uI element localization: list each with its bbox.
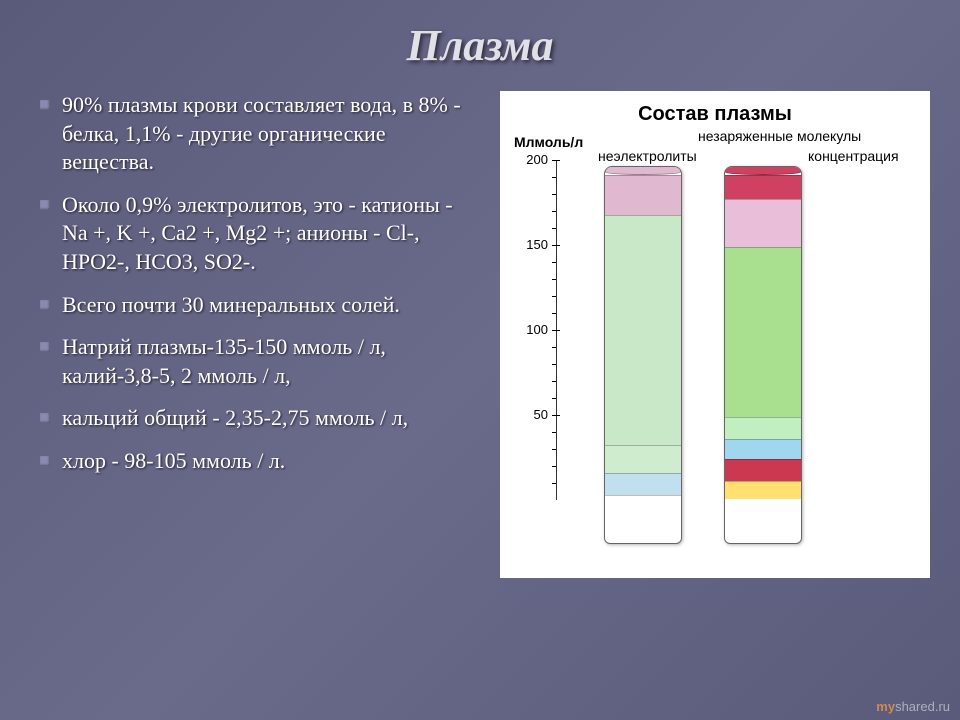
segment-na: Na+135-150 xyxy=(605,215,681,445)
scale-tick: 150 xyxy=(512,237,548,252)
diagram-title: Состав плазмы xyxy=(508,103,922,126)
cylinder-label: анионы xyxy=(725,543,801,544)
watermark: myshared.ru xyxy=(876,699,950,714)
watermark-left: my xyxy=(876,699,895,714)
content-area: 90% плазмы крови составляет вода, в 8% -… xyxy=(0,71,960,588)
y-scale: 50100150200 xyxy=(512,160,552,500)
y-axis-label: Млмоль/л xyxy=(514,134,583,150)
label-nonelectrolytes: неэлектролиты xyxy=(598,148,697,164)
label-concentration: концентрация xyxy=(808,148,899,164)
bullet-item: кальций общий - 2,35-2,75 ммоль / л, xyxy=(40,404,480,433)
segment-ca: Ca2+2,35-2,75 xyxy=(605,473,681,495)
bullet-item: Натрий плазмы-135-150 ммоль / л, калий-3… xyxy=(40,333,480,390)
bullet-item: Около 0,9% электролитов, это - катионы -… xyxy=(40,191,480,277)
scale-tick: 50 xyxy=(512,407,548,422)
segment-белки: белки xyxy=(725,481,801,499)
segment-h₂co₃: H₂CO₃1,2 xyxy=(725,175,801,199)
bullet-list: 90% плазмы крови составляет вода, в 8% -… xyxy=(40,91,480,578)
diagram-panel: Состав плазмы незаряженные молекулы неэл… xyxy=(500,91,930,578)
segment-cl: Cl−98-105 xyxy=(725,247,801,417)
cylinder-label: катионы xyxy=(605,543,681,544)
label-uncharged: незаряженные молекулы xyxy=(698,128,861,144)
slide-title: Плазма xyxy=(0,0,960,71)
segment-hpo₄: HPO₄2−1,1-1,5 xyxy=(725,417,801,439)
anions-cylinder: H₂CO₃1,2HCO₃−24-28Cl−98-105HPO₄2−1,1-1,5… xyxy=(724,166,802,544)
scale-tick: 100 xyxy=(512,322,548,337)
segment-hco₃: HCO₃−24-28 xyxy=(725,199,801,247)
scale-tick: 200 xyxy=(512,152,548,167)
bullet-item: Всего почти 30 минеральных солей. xyxy=(40,291,480,320)
watermark-right: shared.ru xyxy=(895,699,950,714)
segment-so₄: SO₄2−0,3-0,6 xyxy=(725,439,801,459)
bullet-item: 90% плазмы крови составляет вода, в 8% -… xyxy=(40,91,480,177)
cations-cylinder: Na+135-150K+3,8-5,2Ca2+2,35-2,75Mg2+0,6-… xyxy=(604,166,682,544)
segment-k: K+3,8-5,2 xyxy=(605,445,681,473)
segment-mg: Mg2+0,6-1,1 xyxy=(605,495,681,513)
diagram-body: незаряженные молекулы неэлектролиты конц… xyxy=(508,130,922,570)
bullet-item: хлор - 98-105 ммоль / л. xyxy=(40,447,480,476)
segment-неэлектролиты xyxy=(605,175,681,215)
segment-органические кислоты: органические кислоты xyxy=(725,459,801,481)
